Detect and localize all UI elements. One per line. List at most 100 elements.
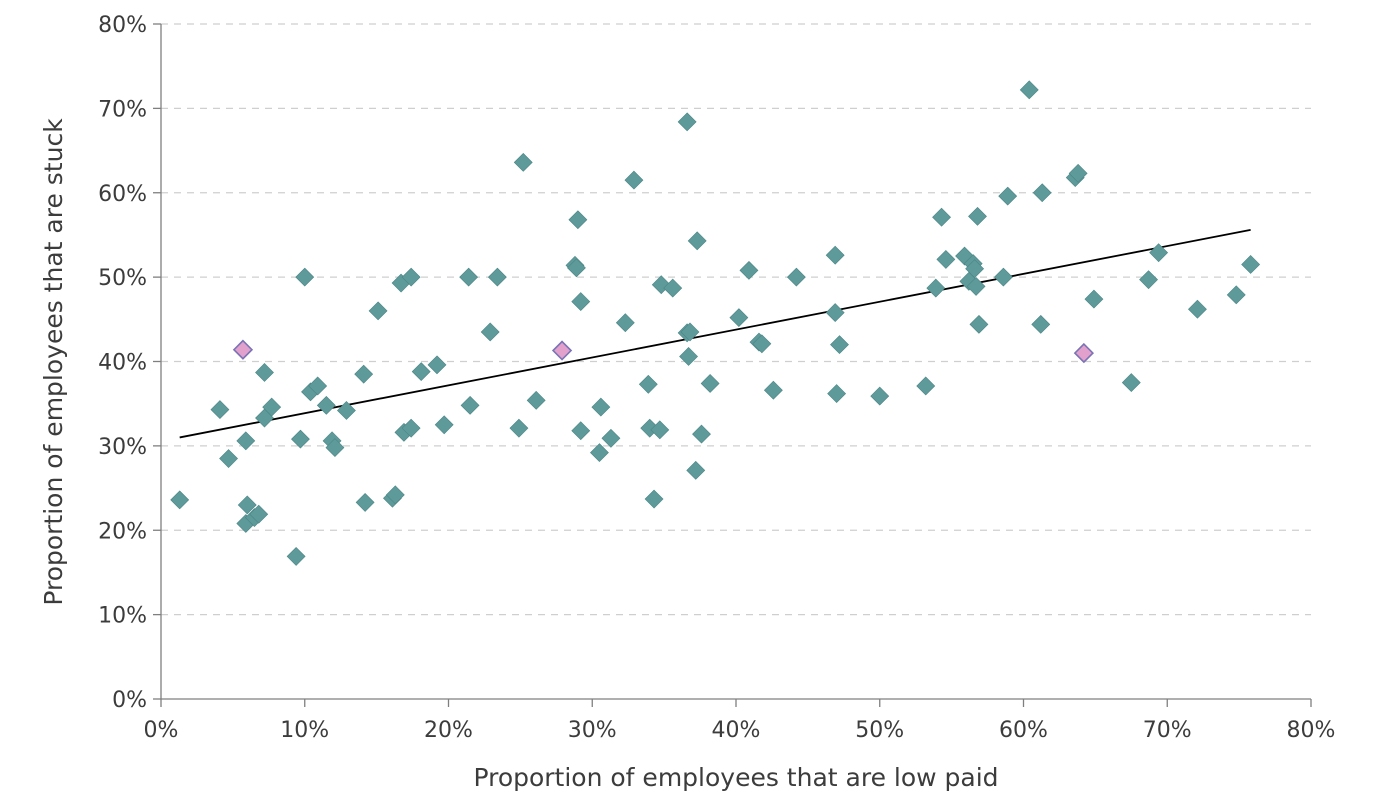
tick-labels: 0% 10% 20% 30% 40% 50% 60% 70% 80% 0% 10% 20% 30% 40%…: [98, 13, 1335, 743]
gridlines: [161, 23, 1311, 616]
x-tick-label: 70%: [1143, 718, 1192, 743]
x-tick-label: 30%: [568, 718, 617, 743]
data-point: [325, 438, 345, 457]
y-tick-label: 0%: [112, 688, 147, 713]
data-point: [385, 485, 405, 505]
data-point: [830, 335, 849, 355]
data-point: [591, 397, 611, 417]
y-tick-label: 80%: [98, 13, 147, 38]
data-point: [998, 186, 1018, 206]
data-point: [687, 231, 707, 251]
trendline-layer: [179, 228, 1251, 439]
data-point: [401, 418, 421, 438]
data-point: [650, 420, 670, 440]
y-tick-label: 30%: [98, 435, 147, 460]
axes: [153, 23, 1312, 707]
data-point: [509, 418, 529, 438]
data-point: [932, 207, 951, 227]
data-point: [219, 449, 238, 468]
data-point: [291, 429, 310, 449]
data-point: [1149, 243, 1169, 263]
data-point: [354, 364, 374, 384]
data-point: [337, 401, 356, 420]
x-tick-label: 80%: [1287, 718, 1336, 743]
data-point: [526, 390, 546, 410]
data-point: [1084, 289, 1104, 309]
data-point: [567, 258, 586, 278]
data-point: [262, 397, 282, 417]
data-point: [236, 431, 256, 451]
y-tick-label: 40%: [98, 351, 147, 376]
data-point: [368, 301, 388, 321]
x-tick-label: 60%: [999, 718, 1048, 743]
data-point: [752, 334, 772, 354]
data-point: [316, 395, 336, 415]
data-point: [692, 424, 711, 444]
data-point: [825, 245, 845, 265]
data-point: [729, 308, 749, 328]
data-point: [1019, 80, 1039, 100]
data-point: [237, 495, 257, 515]
data-point: [434, 415, 454, 435]
highlighted-data-point: [1073, 342, 1095, 364]
data-point: [679, 347, 698, 366]
trendline: [179, 228, 1251, 439]
data-point: [677, 112, 697, 132]
data-points: [170, 80, 1261, 566]
data-point: [624, 170, 644, 190]
data-point: [459, 267, 479, 287]
data-point: [295, 267, 315, 287]
data-point: [601, 428, 621, 448]
data-point: [644, 489, 664, 509]
data-point: [993, 267, 1013, 287]
data-point: [638, 374, 658, 394]
data-point: [825, 303, 845, 322]
data-point: [786, 267, 806, 287]
data-point: [513, 152, 533, 172]
data-point: [1121, 373, 1141, 393]
y-tick-label: 60%: [98, 182, 147, 207]
data-point: [411, 362, 431, 382]
data-point: [568, 210, 588, 230]
data-point: [926, 278, 946, 298]
data-point: [965, 259, 985, 279]
y-tick-label: 20%: [98, 519, 147, 544]
data-point: [763, 380, 783, 400]
x-tick-label: 10%: [280, 718, 329, 743]
data-point: [487, 267, 507, 287]
data-point: [663, 278, 683, 298]
data-point: [1031, 314, 1051, 334]
data-point: [401, 267, 421, 287]
x-axis-title: Proportion of employees that are low pai…: [473, 763, 998, 792]
data-point: [615, 313, 635, 333]
data-point: [966, 276, 986, 296]
data-point: [210, 400, 230, 420]
y-tick-label: 70%: [98, 97, 147, 122]
data-point: [969, 314, 989, 334]
x-tick-label: 0%: [144, 718, 179, 743]
x-tick-label: 50%: [855, 718, 904, 743]
x-tick-label: 40%: [712, 718, 761, 743]
data-point: [686, 460, 706, 480]
data-point: [680, 322, 700, 342]
data-point: [827, 384, 847, 403]
y-tick-label: 50%: [98, 266, 147, 291]
data-point: [480, 322, 500, 342]
data-point: [1068, 163, 1088, 183]
data-point: [286, 546, 306, 566]
data-point: [571, 292, 591, 312]
data-point: [968, 206, 987, 226]
data-point: [571, 421, 591, 441]
data-point: [249, 504, 269, 524]
data-point: [739, 260, 759, 280]
data-point: [355, 492, 375, 512]
x-tick-label: 20%: [424, 718, 473, 743]
data-point: [590, 443, 609, 463]
data-point: [1241, 255, 1261, 274]
y-axis-title: Proportion of employees that are stuck: [39, 118, 68, 606]
data-point: [1139, 270, 1158, 290]
data-point: [255, 363, 274, 382]
data-point: [916, 376, 936, 396]
data-point: [427, 355, 447, 375]
